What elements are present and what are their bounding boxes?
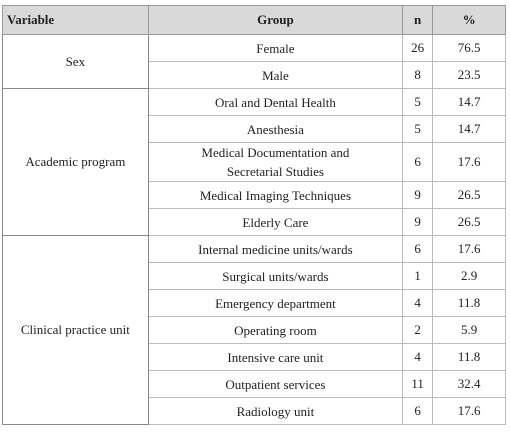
- table-body: Sex Female 26 76.5 Male 8 23.5 Academic program…: [2, 34, 506, 425]
- table-row: Sex Female 26 76.5: [2, 34, 506, 89]
- percent-cell: 2.9: [432, 262, 506, 290]
- count-cell: 9: [402, 181, 434, 209]
- percent-cell: 17.6: [432, 235, 506, 263]
- header-cell: n: [402, 5, 434, 35]
- table-header: Variable Group n%: [2, 5, 506, 35]
- count-cell: 9: [402, 208, 434, 236]
- header-cell: Variable: [2, 5, 149, 35]
- table-row: Medical Imaging Techniques 9 26.5: [3, 181, 506, 209]
- group-cell: Female: [147, 34, 404, 62]
- percent-cell: 76.5: [432, 34, 506, 62]
- group-cell: Male: [147, 61, 404, 89]
- percent-cell: 11.8: [432, 289, 506, 317]
- percent-cell: 11.8: [432, 343, 506, 371]
- count-cell: 4: [402, 289, 434, 317]
- percent-cell: 32.4: [432, 370, 506, 398]
- table-row: Emergency department 4 11.8: [3, 289, 506, 317]
- percent-cell: 17.6: [432, 397, 506, 425]
- count-cell: 1: [402, 262, 434, 290]
- variable-cell: Sex: [2, 34, 149, 89]
- percent-cell: 26.5: [432, 208, 506, 236]
- table-row: Academic program Oral and Dental Health 5 1…: [2, 88, 506, 236]
- group-cell: Medical Documentation and Secretarial St…: [147, 142, 404, 182]
- data-table: Variable Group n% Sex Female 26 76.5 Male 8 23.5…: [2, 5, 506, 425]
- group-cell: Outpatient services: [147, 370, 404, 398]
- group-cell: Internal medicine units/wards: [147, 235, 404, 263]
- group-cell: Surgical units/wards: [147, 262, 404, 290]
- variable-cell: Academic program: [2, 88, 149, 236]
- percent-cell: 5.9: [432, 316, 506, 344]
- variable-cell: Clinical practice unit: [2, 235, 149, 425]
- table-row: Male 8 23.5: [3, 61, 506, 89]
- count-cell: 6: [402, 397, 434, 425]
- table-row: Medical Documentation and Secretarial St…: [3, 142, 506, 182]
- group-cell: Medical Imaging Techniques: [147, 181, 404, 209]
- percent-cell: 14.7: [432, 88, 506, 116]
- count-cell: 4: [402, 343, 434, 371]
- table-row: Surgical units/wards 1 2.9: [3, 262, 506, 290]
- count-cell: 11: [402, 370, 434, 398]
- header-cell: Group: [147, 5, 404, 35]
- count-cell: 26: [402, 34, 434, 62]
- count-cell: 5: [402, 115, 434, 143]
- table-row: Intensive care unit 4 11.8: [3, 343, 506, 371]
- percent-cell: 17.6: [432, 142, 506, 182]
- table-row: Elderly Care 9 26.5: [3, 208, 506, 236]
- header-row: Variable Group n%: [2, 5, 506, 35]
- group-cell: Oral and Dental Health: [147, 88, 404, 116]
- group-cell: Anesthesia: [147, 115, 404, 143]
- percent-cell: 26.5: [432, 181, 506, 209]
- table-row: Clinical practice unit Internal medicine …: [2, 235, 506, 425]
- percent-cell: 14.7: [432, 115, 506, 143]
- group-cell: Radiology unit: [147, 397, 404, 425]
- count-cell: 6: [402, 142, 434, 182]
- count-cell: 5: [402, 88, 434, 116]
- group-cell: Operating room: [147, 316, 404, 344]
- count-cell: 8: [402, 61, 434, 89]
- count-cell: 2: [402, 316, 434, 344]
- group-cell: Intensive care unit: [147, 343, 404, 371]
- group-cell: Elderly Care: [147, 208, 404, 236]
- header-cell: %: [432, 5, 506, 35]
- count-cell: 6: [402, 235, 434, 263]
- table-row: Radiology unit 6 17.6: [3, 397, 506, 425]
- group-cell: Emergency department: [147, 289, 404, 317]
- percent-cell: 23.5: [432, 61, 506, 89]
